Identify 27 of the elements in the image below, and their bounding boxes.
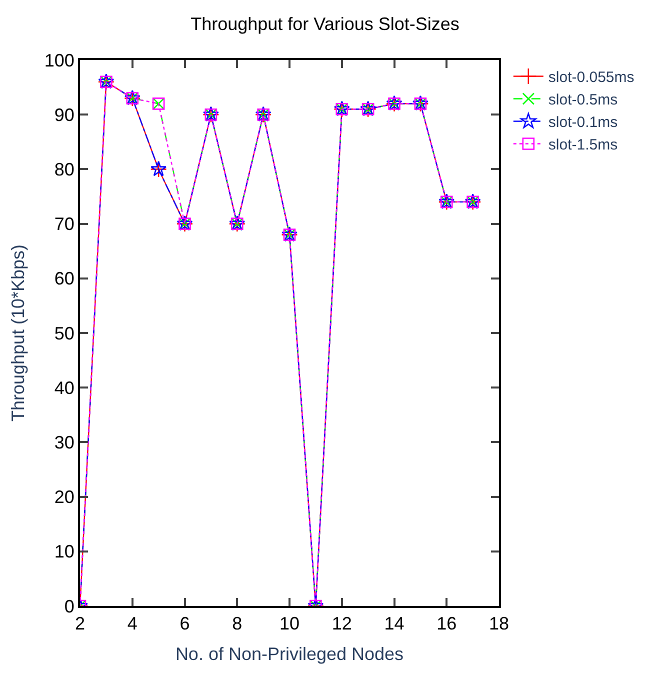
legend-label: slot-0.055ms (548, 69, 634, 86)
x-tick-label: 8 (232, 614, 242, 634)
y-tick-label: 60 (54, 268, 74, 289)
legend-label: slot-0.5ms (548, 92, 618, 109)
y-tick-label: 0 (64, 596, 74, 616)
y-tick-label: 10 (54, 542, 74, 562)
y-tick-label: 40 (54, 378, 74, 398)
x-tick-label: 14 (384, 614, 404, 634)
x-tick-label: 16 (436, 614, 457, 634)
x-axis-title: No. of Non-Privileged Nodes (175, 644, 404, 664)
y-axis-title: Throughput (10*Kbps) (8, 244, 28, 422)
y-tick-label: 50 (54, 323, 74, 344)
x-tick-label: 6 (180, 614, 190, 634)
y-tick-label: 90 (54, 104, 74, 125)
y-tick-label: 70 (54, 214, 74, 234)
chart-title: Throughput for Various Slot-Sizes (190, 14, 460, 34)
x-tick-label: 18 (488, 614, 510, 634)
x-tick-label: 10 (279, 614, 300, 634)
legend-label: slot-0.1ms (548, 114, 618, 132)
x-tick-label: 2 (74, 614, 86, 634)
y-tick-label: 100 (44, 50, 74, 70)
y-tick-label: 30 (54, 432, 74, 452)
y-tick-label: 80 (54, 160, 74, 180)
legend-label: slot-1.5ms (548, 136, 618, 154)
y-tick-label: 20 (54, 487, 74, 508)
x-tick-label: 12 (332, 614, 352, 634)
x-tick-label: 4 (127, 614, 138, 634)
